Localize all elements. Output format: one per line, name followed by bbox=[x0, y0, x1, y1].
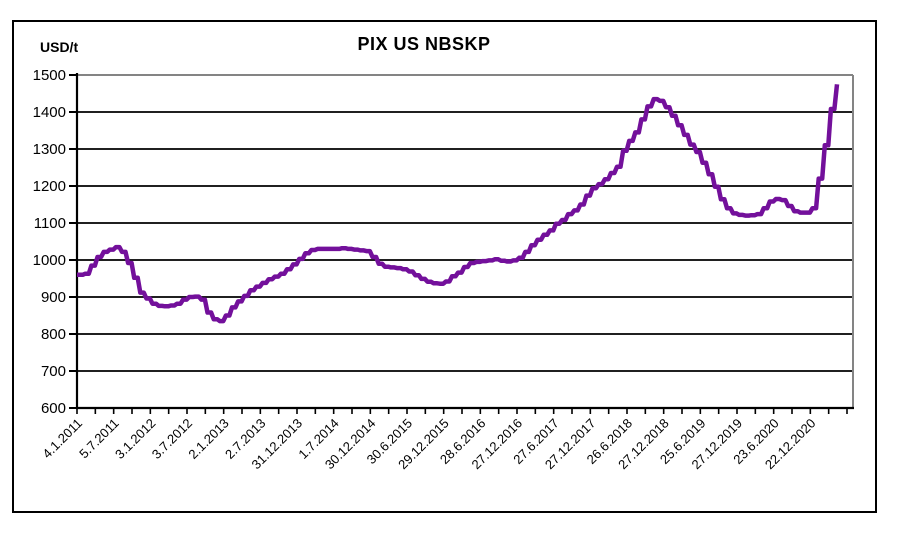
y-tick-label: 800 bbox=[41, 326, 66, 343]
chart-frame: PIX US NBSKP USD/t 600 700 800 900 1000 1100 1… bbox=[12, 20, 877, 513]
y-tick-label: 600 bbox=[41, 400, 66, 417]
axes bbox=[75, 73, 854, 410]
y-tick-label: 1100 bbox=[34, 215, 66, 232]
price-line bbox=[77, 84, 840, 324]
y-tick-label: 1200 bbox=[33, 178, 66, 195]
y-tick-label: 1300 bbox=[33, 141, 66, 158]
y-axis-unit-label: USD/t bbox=[40, 39, 79, 55]
y-tick-label: 1000 bbox=[33, 252, 66, 269]
x-axis-labels: 4.1.20115.7.20113.1.20123.7.20122.1.2013… bbox=[39, 416, 818, 473]
y-tick-label: 900 bbox=[41, 289, 66, 306]
x-tick-label: 4.1.2011 bbox=[39, 416, 85, 462]
x-axis-ticks bbox=[76, 408, 848, 414]
plot-area: 600 700 800 900 1000 1100 1200 1300 1400 1500 4.1.… bbox=[33, 67, 854, 473]
plot-border bbox=[77, 74, 854, 408]
chart-title: PIX US NBSKP bbox=[357, 34, 491, 54]
y-tick-label: 700 bbox=[41, 363, 66, 380]
y-tick-label: 1500 bbox=[33, 67, 66, 84]
y-tick-label: 1400 bbox=[33, 104, 66, 121]
price-line-series bbox=[77, 84, 840, 324]
y-axis-labels: 600 700 800 900 1000 1100 1200 1300 1400 1500 bbox=[33, 67, 66, 417]
y-axis-ticks bbox=[69, 74, 77, 409]
gridlines bbox=[77, 111, 853, 372]
